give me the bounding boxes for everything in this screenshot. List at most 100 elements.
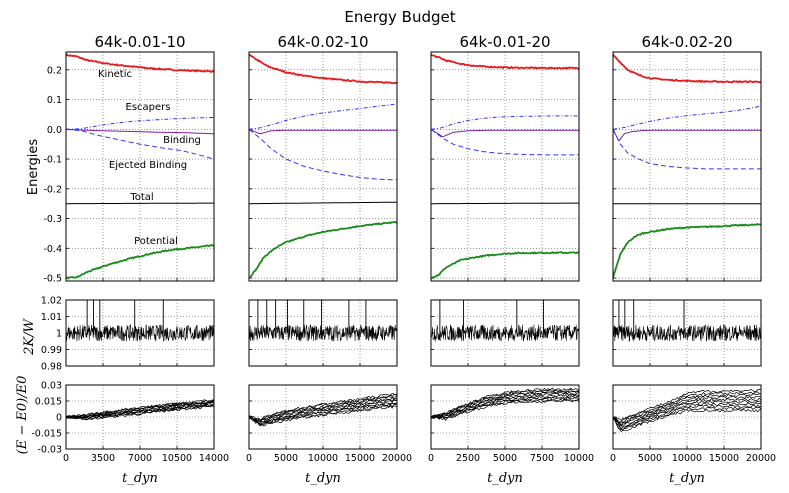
axes-frame [430,384,580,450]
y-tick-label: 1.01 [41,312,62,323]
axes-frame [248,384,398,450]
y-tick-label: -0.03 [37,445,62,456]
x-tick-label: 15000 [345,453,375,464]
x-tick-label: 5000 [274,453,298,464]
drift-panel-2: 0 5000 10000 15000 20000 [246,384,412,464]
axes-frame [612,299,762,367]
xlabel-3: t_dyn [487,471,523,486]
series-virial-ratio [248,324,398,342]
x-tick-label: 7500 [530,453,554,464]
x-tick-label: 5000 [638,453,662,464]
axes-frame [612,51,762,282]
x-tick-label: 0 [610,453,616,464]
series-potential [65,244,215,280]
series-potential [248,220,398,279]
x-tick-label: 3500 [91,453,115,464]
x-tick-label: 7000 [128,453,152,464]
virial-row: 1.02 1.01 1 0.99 0.98 [41,296,762,373]
series-kinetic [249,54,398,84]
series-virial-ratio [65,324,215,343]
series-drift-run [612,388,762,421]
panel-title-2: 64k-0.02-10 [277,33,368,51]
x-tick-label: 2500 [456,453,480,464]
drift-panel-3: 0 2500 5000 7500 10000 [428,384,594,464]
y-tick-label: 1 [56,329,62,340]
y-tick-label: 0.98 [41,362,62,373]
y-tick-label: 0.0 [47,125,62,136]
axes-frame [65,384,215,450]
series-drift-run [612,397,762,427]
y-tick-label: 0.99 [41,345,62,356]
virial-ylabel-text: 2K/W [22,318,37,356]
x-tick-label: 14000 [199,453,229,464]
drift-panel-4: 0 5000 10000 15000 20000 [610,384,776,464]
annotation-binding: Binding [163,135,201,146]
series-drift-run [430,387,580,418]
annotation-ejected-binding: Ejected Binding [109,160,187,171]
x-tick-label: 20000 [746,453,776,464]
x-tick-label: 20000 [382,453,412,464]
series-total [431,202,579,205]
y-tick-label: 0.1 [47,95,62,106]
panel-title-3: 64k-0.01-20 [459,33,550,51]
virial-panel-4 [612,299,762,367]
virial-panel-1: 1.02 1.01 1 0.99 0.98 [41,296,215,373]
series-drift-run [65,399,215,418]
y-tick-label: -0.2 [43,184,62,195]
drift-ylabel: (E − E0)/E0 [15,376,30,455]
series-ejected-binding [248,128,398,181]
xlabel-2: t_dyn [305,471,341,486]
y-tick-label: -0.4 [43,244,62,255]
axes-frame [65,51,215,282]
energies-panel-1: 0.2 0.1 0.0 -0.1 -0.2 -0.3 -0.4 -0.5 [43,51,215,285]
series-drift-run [248,397,398,422]
series-drift-run [430,392,580,418]
y-tick-label: -0.5 [43,274,62,285]
y-tick-label: 0.2 [47,65,62,76]
series-ejected-binding [65,128,215,160]
series-ejected-binding [430,128,579,156]
series-drift-run [248,394,398,421]
x-tick-label: 10000 [564,453,594,464]
y-tick-label: -0.1 [43,155,62,166]
y-tick-label: -0.015 [31,429,62,440]
x-tick-label: 10000 [672,453,702,464]
series-drift-run [248,392,398,421]
series-drift-run [65,400,215,419]
energies-row: 0.2 0.1 0.0 -0.1 -0.2 -0.3 -0.4 -0.5 [43,51,762,285]
axes-frame [430,299,580,367]
axes-frame [430,51,580,282]
virial-ylabel: 2K/W [22,318,37,356]
series-kinetic [65,53,215,73]
annotation-kinetic: Kinetic [98,69,132,80]
axes-frame [65,299,215,367]
virial-panel-3 [430,299,580,367]
series-drift-run [248,401,398,425]
series-binding [65,128,215,135]
axes-frame [612,384,762,450]
series-drift-run [612,406,762,431]
energies-ylabel: Energies [26,139,41,195]
energies-panel-3 [430,51,580,282]
annotation-total: Total [129,192,153,203]
y-tick-label: 0 [56,413,62,424]
series-escapers [66,116,215,130]
annotation-escapers: Escapers [126,102,171,113]
panel-title-4: 64k-0.02-20 [641,33,732,51]
series-potential [612,223,762,278]
x-tick-label: 0 [63,453,69,464]
annotation-potential: Potential [134,236,178,247]
series-drift-run [612,402,762,429]
series-drift-run [430,399,580,422]
series-drift-run [430,388,580,418]
series-ejected-binding [612,129,761,170]
x-tick-label: 0 [428,453,434,464]
axes-frame [248,51,398,282]
series-escapers [430,115,579,130]
series-kinetic [612,54,762,84]
figure-title: Energy Budget [344,8,455,26]
series-total [249,201,397,205]
series-virial-ratio [612,324,762,343]
